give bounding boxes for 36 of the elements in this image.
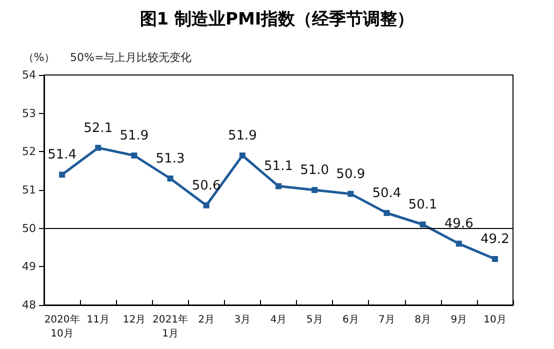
text: 50%=与上月比较无变化 [70,51,192,64]
data-label: 52.1 [84,120,113,136]
y-tick-label: 49 [22,260,36,274]
y-tick-label: 48 [22,298,36,312]
x-tick-label: 12月 [122,314,146,326]
x-tick-label: 7月 [378,314,395,326]
x-tick-label: 2020年 10月 [44,314,80,340]
x-tick-label: 2021年 1月 [152,314,188,340]
x-tick-label: 9月 [450,314,468,326]
x-tick-label: 10月 [484,314,506,326]
data-label: 51.3 [156,152,185,166]
data-label: 49.2 [480,232,510,247]
x-tick-label: 3月 [234,314,251,326]
x-tick-label: 2月 [198,314,215,326]
data-label: 50.4 [372,186,402,201]
x-tick-label: 6月 [342,314,359,326]
data-label: 50.9 [336,166,366,182]
y-tick-label: 50 [22,222,36,235]
x-tick-label: 11月 [86,314,110,326]
y-tick-label: 52 [22,145,36,158]
x-tick-label: 4月 [270,314,287,326]
y-axis-title: （%） [22,51,56,64]
chart-title: 图1 制造业PMI指数（经季节调整） [140,10,414,30]
data-label: 51.4 [48,148,77,163]
y-tick-label: 54 [22,68,36,82]
x-tick-label: 8月 [414,314,431,326]
y-tick-label: 51 [22,184,36,196]
data-label: 50.1 [408,198,438,212]
data-label: 51.1 [264,159,293,174]
y-tick-label: 53 [22,106,36,120]
data-label: 51.0 [300,163,330,178]
data-label: 51.9 [228,128,257,144]
data-label: 50.6 [192,178,221,194]
x-tick-label: 5月 [306,314,323,326]
data-label: 51.9 [120,128,149,144]
data-label: 49.6 [444,216,474,232]
